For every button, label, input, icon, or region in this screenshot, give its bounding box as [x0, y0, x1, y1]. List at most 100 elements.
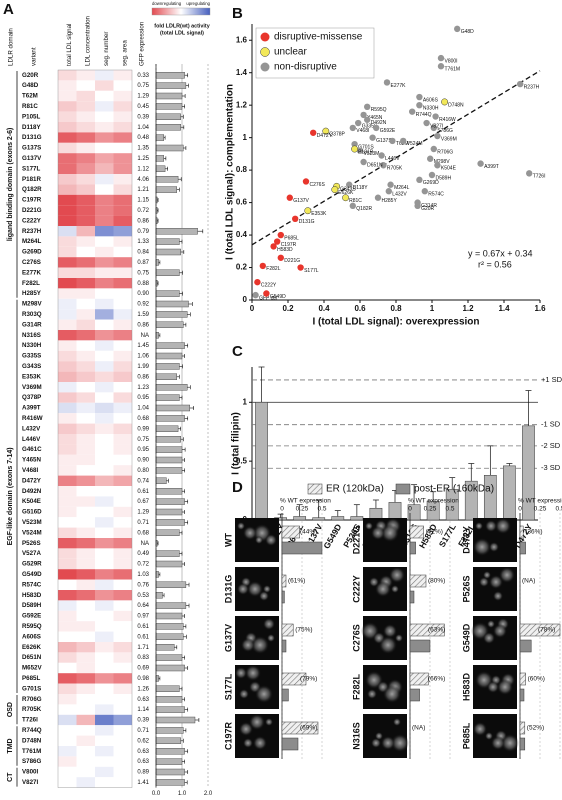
heatmap-cell [113, 205, 132, 216]
heatmap-cell [95, 766, 114, 778]
heatmap-cell [76, 538, 95, 549]
cell-signal [381, 524, 399, 542]
gfp-value: 0.95 [137, 447, 149, 453]
heatmap-cell [76, 194, 95, 206]
heatmap-cell [113, 153, 132, 164]
variant-label: M264L [22, 238, 41, 245]
heatmap-cell [58, 714, 77, 726]
heatmap-cell [76, 610, 95, 622]
cell-signal [253, 736, 267, 750]
cell-signal [487, 681, 499, 693]
bar [155, 602, 187, 609]
heatmap-cell [58, 340, 77, 351]
heatmap-cell [95, 610, 114, 622]
cell-signal [371, 526, 385, 540]
heatmap-cell [95, 642, 114, 653]
point [364, 116, 371, 123]
x-tick-label: 1.6 [534, 304, 546, 313]
bar [155, 488, 183, 495]
point-label: G335S [362, 123, 378, 129]
point-label: H285Y [382, 198, 398, 204]
heatmap-cell [113, 735, 132, 746]
x-tick-label: 0 [518, 506, 522, 513]
heatmap-cell [95, 694, 114, 705]
heatmap-cell [113, 590, 132, 601]
point [252, 291, 259, 299]
variant-label: G549D [22, 571, 42, 578]
heatmap-cell [113, 517, 132, 528]
heatmap-cell [76, 205, 95, 216]
bar [155, 758, 183, 765]
x-axis-title: % WT expression [408, 498, 459, 505]
bar [155, 664, 185, 672]
gfp-value: 1.04 [137, 406, 149, 412]
point-label: G137V [293, 198, 309, 204]
heatmap-cell [76, 132, 95, 143]
variant-label: P181R [22, 176, 41, 183]
x-tick-label: 0.25 [296, 506, 309, 513]
heatmap-cell [95, 465, 114, 476]
point-label: GFP ctrl [259, 295, 277, 301]
cell-signal [235, 667, 247, 679]
heatmap-cell [76, 558, 95, 570]
heatmap-cell [113, 486, 132, 497]
heatmap-cell [113, 288, 132, 299]
heatmap-cell [58, 330, 77, 341]
heatmap-cell [95, 735, 114, 746]
heatmap-legend [151, 7, 211, 16]
bar [155, 134, 165, 141]
heatmap-cell [76, 350, 95, 362]
point [360, 111, 367, 119]
heatmap-cell [58, 673, 77, 684]
bar [155, 592, 163, 599]
cell-signal [255, 536, 263, 544]
heatmap-cell [95, 434, 114, 445]
annotation: (44%) [300, 529, 317, 536]
heatmap-cell [76, 579, 95, 590]
heatmap-cell [76, 392, 95, 403]
bar [155, 165, 166, 173]
point [423, 119, 430, 127]
variant-label: D492N [22, 488, 42, 495]
heatmap-cell [58, 257, 77, 268]
gfp-value: 0.61 [137, 489, 149, 495]
heatmap-cell [113, 319, 132, 330]
variant-label: G549D [461, 623, 471, 652]
heatmap-cell [58, 746, 77, 757]
point-label: G592E [380, 128, 396, 134]
gfp-value: 0.63 [137, 759, 149, 765]
point-label: G314R [421, 203, 437, 209]
heatmap-cell [113, 163, 132, 174]
point-label: R81C [349, 198, 362, 204]
bar [155, 519, 185, 526]
point-label: G701S [358, 144, 374, 150]
variant-label: WT [223, 533, 233, 547]
variant-label: R416W [22, 415, 43, 422]
point [349, 124, 356, 132]
point [517, 80, 524, 88]
cell-signal [483, 632, 495, 644]
heatmap-cell [113, 475, 132, 486]
gfp-value: 0.71 [137, 728, 149, 734]
variant-label: R706G [22, 696, 42, 703]
variant-label: L432V [22, 425, 41, 432]
heatmap-cell [58, 278, 77, 289]
bar [155, 342, 185, 349]
gfp-value: 0.87 [137, 260, 149, 266]
point-label: D472Y [317, 133, 333, 139]
heatmap-cell [113, 558, 132, 570]
variant-label: R237H [22, 228, 42, 235]
point-label: R595Q [371, 107, 387, 113]
point-label: C276S [310, 182, 326, 188]
heatmap-cell [58, 444, 77, 455]
point [387, 181, 394, 188]
cell-signal [483, 571, 491, 579]
annotation: (61%) [288, 578, 305, 585]
gfp-value: 1.29 [137, 510, 149, 516]
point [259, 262, 266, 270]
point-label: Q182R [356, 206, 372, 212]
heatmap-cell [76, 548, 95, 559]
bar [281, 525, 300, 539]
point [351, 145, 359, 153]
bar [155, 269, 180, 276]
